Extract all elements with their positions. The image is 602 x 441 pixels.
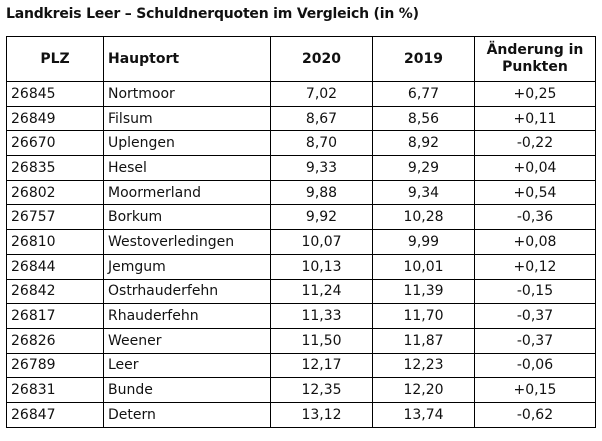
cell-2020: 9,88: [270, 179, 373, 206]
cell-2020: 12,17: [270, 352, 373, 379]
cell-change: +0,11: [474, 105, 596, 132]
header-hauptort: Hauptort: [103, 36, 271, 82]
table-header-row: PLZ Hauptort 2020 2019 Änderung in Punkt…: [6, 36, 596, 82]
cell-change: -0,06: [474, 352, 596, 379]
header-2019: 2019: [372, 36, 475, 82]
cell-change: +0,54: [474, 179, 596, 206]
cell-2019: 9,29: [372, 155, 475, 181]
cell-plz: 26757: [6, 204, 104, 231]
cell-plz: 26847: [6, 401, 104, 428]
cell-2019: 8,92: [372, 130, 475, 157]
cell-hauptort: Nortmoor: [103, 81, 271, 107]
cell-2020: 12,35: [270, 377, 373, 403]
cell-2019: 11,70: [372, 303, 475, 329]
cell-2020: 8,70: [270, 130, 373, 157]
cell-plz: 26810: [6, 229, 104, 255]
cell-2019: 11,39: [372, 278, 475, 305]
cell-2020: 13,12: [270, 401, 373, 428]
cell-2019: 9,99: [372, 229, 475, 255]
table-row: 26817 Rhauderfehn 11,33 11,70 -0,37: [6, 303, 596, 329]
table-row: 26845 Nortmoor 7,02 6,77 +0,25: [6, 81, 596, 107]
table-row: 26844 Jemgum 10,13 10,01 +0,12: [6, 253, 596, 280]
table-row: 26849 Filsum 8,67 8,56 +0,11: [6, 105, 596, 132]
cell-hauptort: Uplengen: [103, 130, 271, 157]
cell-change: -0,37: [474, 327, 596, 354]
cell-change: +0,25: [474, 81, 596, 107]
cell-change: -0,62: [474, 401, 596, 428]
cell-2019: 11,87: [372, 327, 475, 354]
cell-2020: 9,33: [270, 155, 373, 181]
header-2020: 2020: [270, 36, 373, 82]
cell-hauptort: Rhauderfehn: [103, 303, 271, 329]
cell-plz: 26844: [6, 253, 104, 280]
cell-hauptort: Westoverledingen: [103, 229, 271, 255]
cell-hauptort: Weener: [103, 327, 271, 354]
cell-2020: 11,33: [270, 303, 373, 329]
cell-plz: 26845: [6, 81, 104, 107]
table-row: 26789 Leer 12,17 12,23 -0,06: [6, 352, 596, 379]
cell-hauptort: Detern: [103, 401, 271, 428]
cell-plz: 26842: [6, 278, 104, 305]
cell-2019: 9,34: [372, 179, 475, 206]
cell-plz: 26835: [6, 155, 104, 181]
cell-change: +0,12: [474, 253, 596, 280]
cell-2019: 13,74: [372, 401, 475, 428]
cell-2020: 7,02: [270, 81, 373, 107]
table-row: 26670 Uplengen 8,70 8,92 -0,22: [6, 130, 596, 157]
table-row: 26810 Westoverledingen 10,07 9,99 +0,08: [6, 229, 596, 255]
cell-2020: 8,67: [270, 105, 373, 132]
cell-change: -0,15: [474, 278, 596, 305]
cell-2020: 10,07: [270, 229, 373, 255]
cell-plz: 26831: [6, 377, 104, 403]
cell-hauptort: Borkum: [103, 204, 271, 231]
table-row: 26757 Borkum 9,92 10,28 -0,36: [6, 204, 596, 231]
cell-change: +0,08: [474, 229, 596, 255]
table-row: 26802 Moormerland 9,88 9,34 +0,54: [6, 179, 596, 206]
cell-2019: 8,56: [372, 105, 475, 132]
header-change: Änderung in Punkten: [474, 36, 596, 82]
table-row: 26842 Ostrhauderfehn 11,24 11,39 -0,15: [6, 278, 596, 305]
cell-plz: 26789: [6, 352, 104, 379]
header-plz: PLZ: [6, 36, 104, 82]
cell-plz: 26826: [6, 327, 104, 354]
cell-change: +0,04: [474, 155, 596, 181]
cell-hauptort: Jemgum: [103, 253, 271, 280]
cell-plz: 26849: [6, 105, 104, 132]
cell-hauptort: Bunde: [103, 377, 271, 403]
cell-2019: 12,23: [372, 352, 475, 379]
cell-2019: 10,01: [372, 253, 475, 280]
cell-hauptort: Leer: [103, 352, 271, 379]
cell-hauptort: Filsum: [103, 105, 271, 132]
table-row: 26847 Detern 13,12 13,74 -0,62: [6, 401, 596, 428]
cell-change: +0,15: [474, 377, 596, 403]
cell-2020: 9,92: [270, 204, 373, 231]
cell-2019: 6,77: [372, 81, 475, 107]
table-row: 26835 Hesel 9,33 9,29 +0,04: [6, 155, 596, 181]
cell-2020: 10,13: [270, 253, 373, 280]
cell-hauptort: Hesel: [103, 155, 271, 181]
cell-change: -0,36: [474, 204, 596, 231]
debt-ratio-table: PLZ Hauptort 2020 2019 Änderung in Punkt…: [6, 36, 596, 428]
table-row: 26831 Bunde 12,35 12,20 +0,15: [6, 377, 596, 403]
cell-hauptort: Ostrhauderfehn: [103, 278, 271, 305]
cell-2020: 11,24: [270, 278, 373, 305]
cell-plz: 26670: [6, 130, 104, 157]
cell-2020: 11,50: [270, 327, 373, 354]
document-title: Landkreis Leer – Schuldnerquoten im Verg…: [6, 6, 419, 22]
table-row: 26826 Weener 11,50 11,87 -0,37: [6, 327, 596, 354]
cell-plz: 26802: [6, 179, 104, 206]
cell-hauptort: Moormerland: [103, 179, 271, 206]
cell-change: -0,37: [474, 303, 596, 329]
table-body: 26845 Nortmoor 7,02 6,77 +0,25 26849 Filsum 8,6…: [6, 81, 596, 428]
cell-2019: 12,20: [372, 377, 475, 403]
cell-plz: 26817: [6, 303, 104, 329]
cell-2019: 10,28: [372, 204, 475, 231]
cell-change: -0,22: [474, 130, 596, 157]
